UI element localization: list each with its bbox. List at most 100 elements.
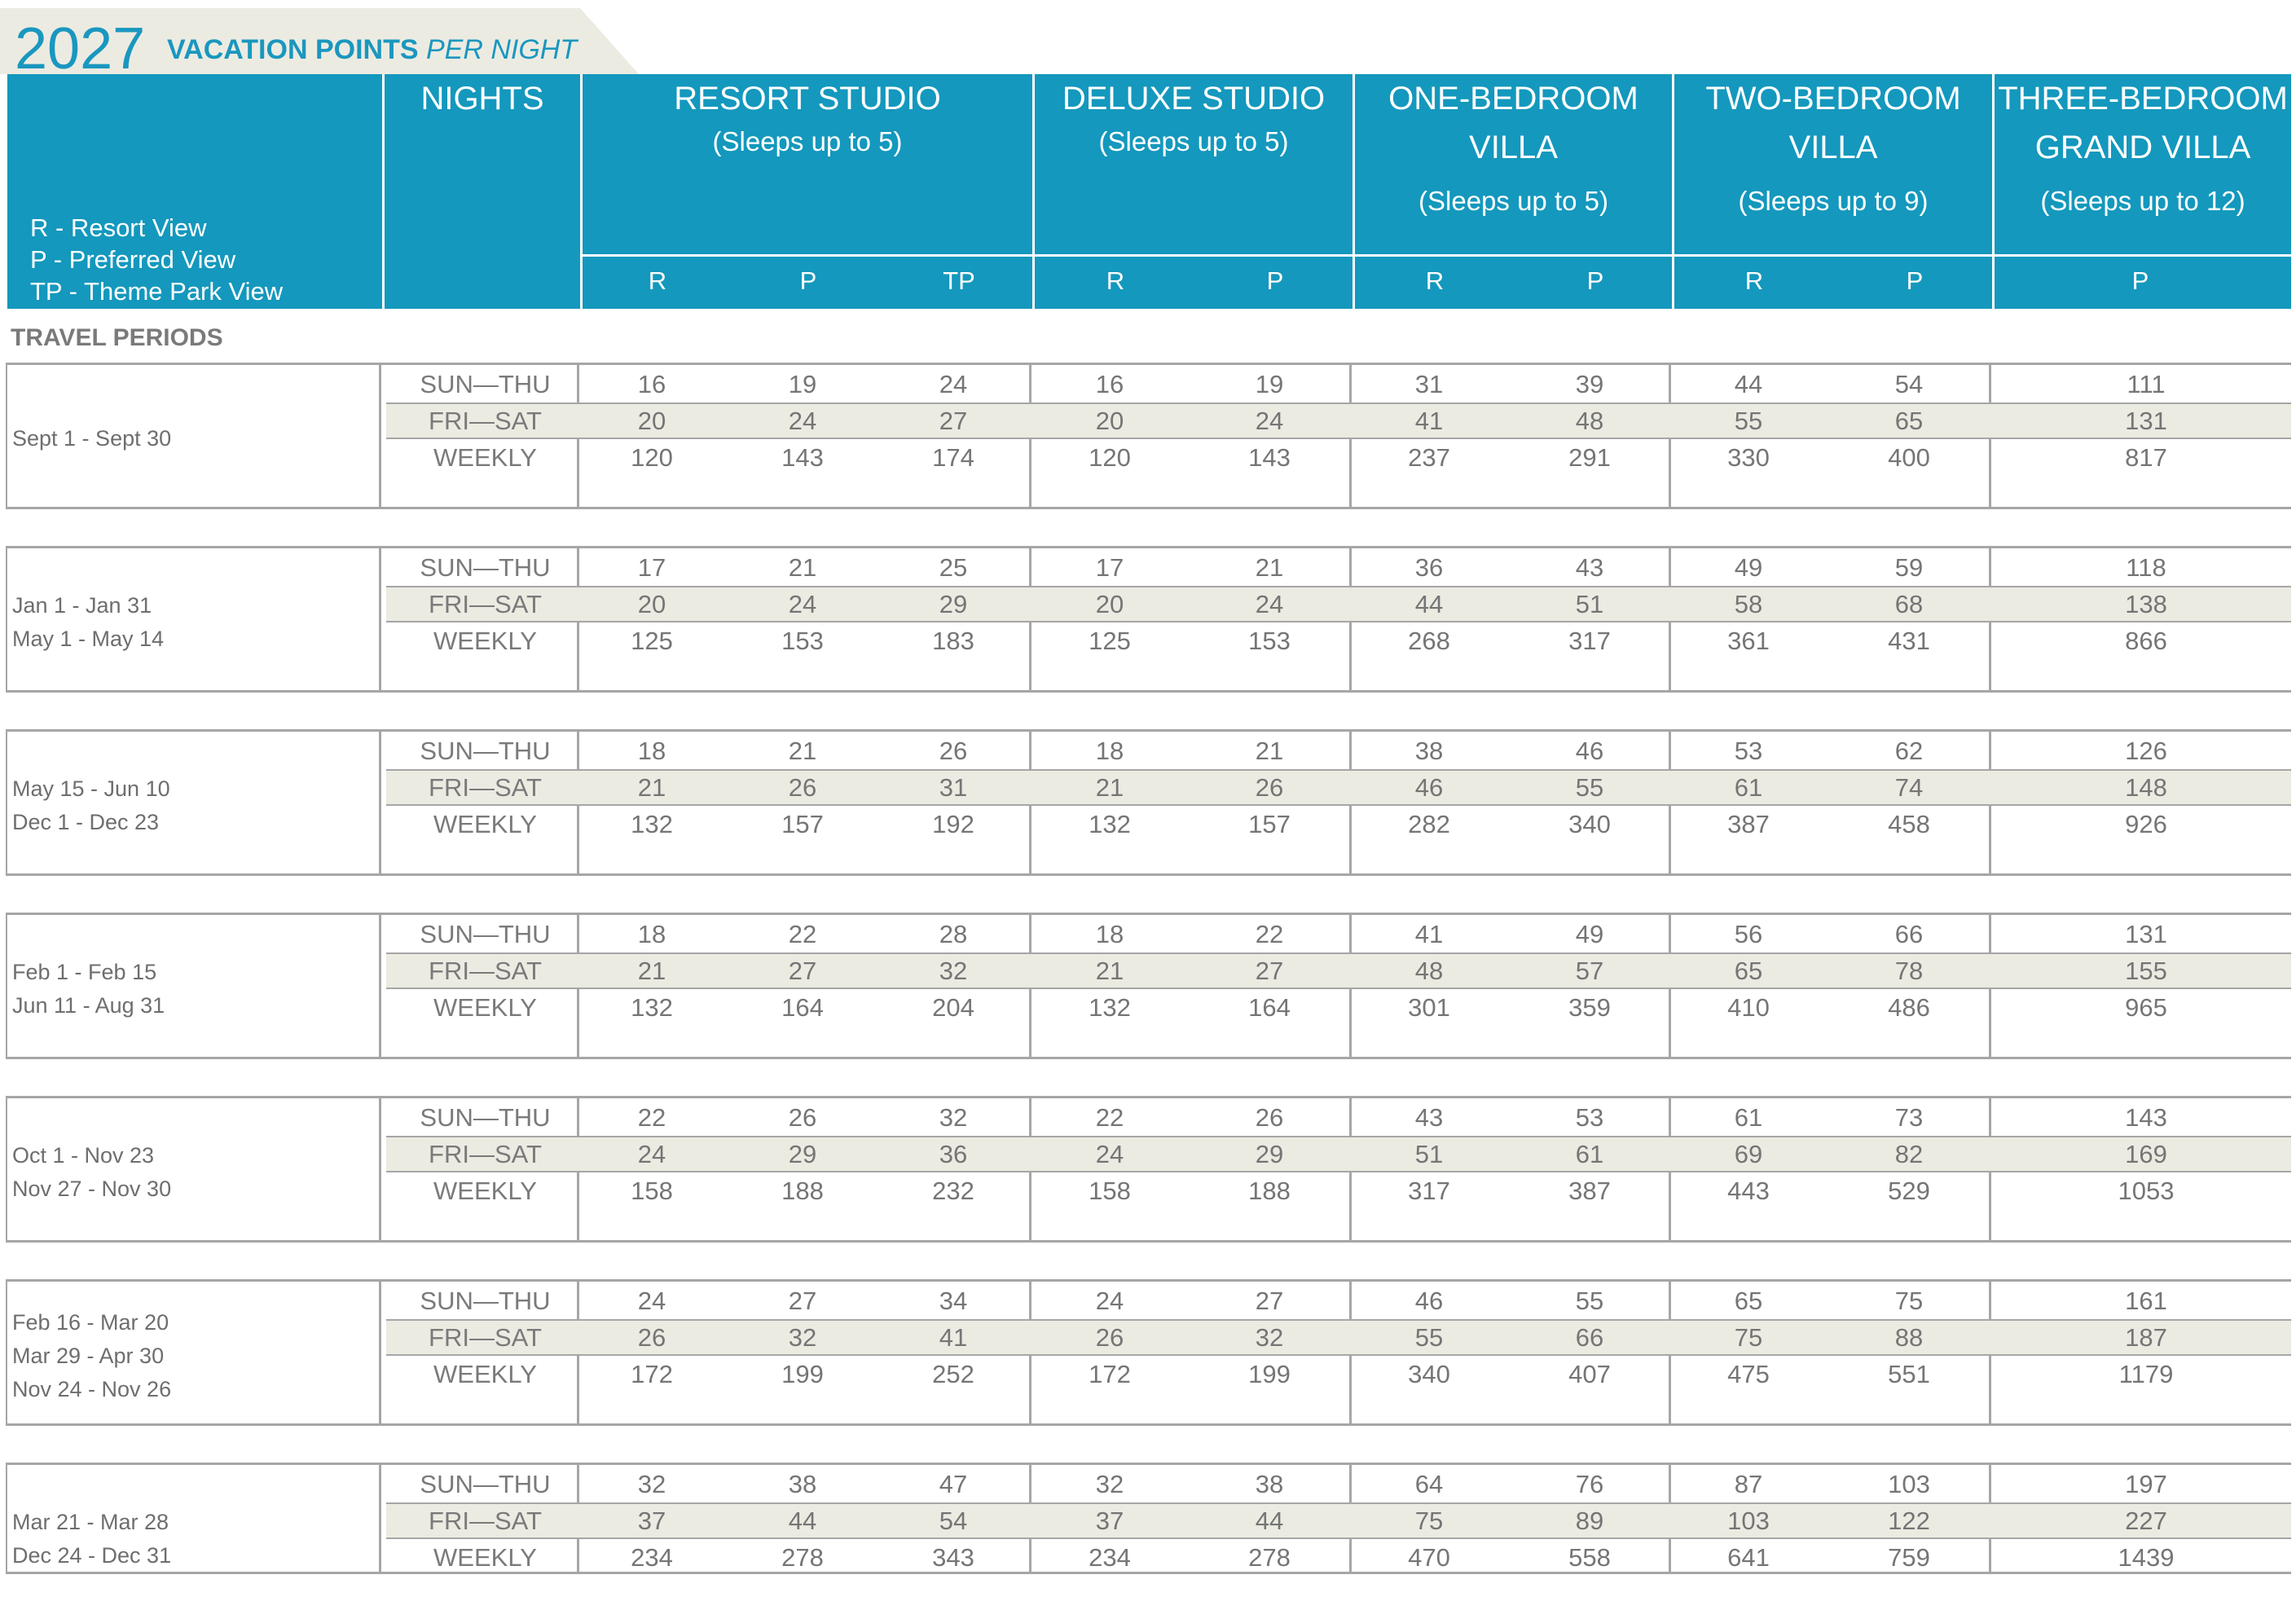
date-range: May 15 - Jun 10 — [12, 776, 170, 801]
points-cell: 199 — [781, 1360, 824, 1388]
points-cell: 56 — [1734, 920, 1763, 948]
points-cell: 204 — [932, 993, 974, 1022]
nights-label: WEEKLY — [433, 627, 537, 655]
points-cell: 89 — [1575, 1507, 1604, 1535]
table-row: WEEKLY 132 157 192 132 157 282 340 387 458 926 — [386, 806, 2291, 842]
nights-label: FRI—SAT — [429, 1507, 542, 1535]
nights-label: SUN—THU — [420, 1470, 551, 1498]
points-cell: 21 — [1255, 553, 1284, 582]
travel-periods-label: TRAVEL PERIODS — [11, 324, 223, 351]
points-cell: 234 — [631, 1543, 673, 1572]
points-cell: 22 — [1095, 1103, 1124, 1132]
points-cell: 21 — [1255, 737, 1284, 765]
travel-period-dates: Oct 1 - Nov 23 Nov 27 - Nov 30 — [12, 1139, 379, 1206]
points-cell: 866 — [2125, 627, 2167, 655]
points-cell: 103 — [1888, 1470, 1930, 1498]
points-cell: 64 — [1414, 1470, 1444, 1498]
points-cell: 153 — [781, 627, 824, 655]
points-cell: 55 — [1575, 1287, 1604, 1315]
points-cell: 486 — [1888, 993, 1930, 1022]
nights-label: WEEKLY — [433, 443, 537, 472]
points-cell: 126 — [2125, 737, 2167, 765]
points-cell: 387 — [1727, 810, 1770, 838]
points-cell: 53 — [1575, 1103, 1604, 1132]
table-row: WEEKLY 172 199 252 172 199 340 407 475 551 1179 — [386, 1356, 2291, 1392]
points-cell: 18 — [1095, 920, 1124, 948]
points-cell: 62 — [1894, 737, 1924, 765]
points-cell: 59 — [1894, 553, 1924, 582]
points-cell: 21 — [788, 553, 817, 582]
view-label: P — [1266, 266, 1284, 295]
nights-label: SUN—THU — [420, 370, 551, 398]
table-row: FRI—SAT 37 44 54 37 44 75 89 103 122 227 — [386, 1502, 2291, 1539]
points-cell: 132 — [631, 993, 673, 1022]
points-cell: 155 — [2125, 957, 2167, 985]
points-cell: 21 — [637, 957, 666, 985]
points-cell: 27 — [1255, 1287, 1284, 1315]
points-cell: 26 — [788, 1103, 817, 1132]
date-range: Oct 1 - Nov 23 — [12, 1143, 155, 1168]
date-range: Jun 11 - Aug 31 — [12, 993, 165, 1018]
points-cell: 400 — [1888, 443, 1930, 472]
header-one-bedroom-line1: ONE-BEDROOM — [1388, 81, 1638, 117]
points-cell: 148 — [2125, 773, 2167, 802]
points-cell: 120 — [1089, 443, 1131, 472]
points-cell: 22 — [637, 1103, 666, 1132]
points-cell: 361 — [1727, 627, 1770, 655]
points-cell: 24 — [788, 407, 817, 435]
header-resort-studio: RESORT STUDIO — [674, 81, 941, 117]
points-cell: 61 — [1734, 773, 1763, 802]
table-row: SUN—THU 22 26 32 22 26 43 53 61 73 143 — [386, 1099, 2291, 1136]
points-cell: 36 — [1414, 553, 1444, 582]
points-cell: 20 — [637, 590, 666, 618]
points-cell: 24 — [637, 1287, 666, 1315]
points-cell: 252 — [932, 1360, 974, 1388]
table-row: FRI—SAT 24 29 36 24 29 51 61 69 82 169 — [386, 1136, 2291, 1172]
points-cell: 227 — [2125, 1507, 2167, 1535]
points-cell: 343 — [932, 1543, 974, 1572]
points-cell: 317 — [1408, 1177, 1450, 1205]
points-cell: 132 — [631, 810, 673, 838]
points-cell: 143 — [781, 443, 824, 472]
points-cell: 36 — [939, 1140, 968, 1168]
date-range: Nov 27 - Nov 30 — [12, 1177, 172, 1201]
points-cell: 125 — [1089, 627, 1131, 655]
points-cell: 164 — [1248, 993, 1291, 1022]
date-range: Dec 1 - Dec 23 — [12, 810, 160, 834]
points-cell: 46 — [1414, 773, 1444, 802]
points-cell: 387 — [1568, 1177, 1611, 1205]
header-nights: NIGHTS — [420, 81, 544, 117]
header-three-bedroom-sleeps: (Sleeps up to 12) — [2040, 186, 2245, 216]
travel-period-dates: May 15 - Jun 10 Dec 1 - Dec 23 — [12, 772, 379, 839]
points-cell: 29 — [1255, 1140, 1284, 1168]
points-cell: 73 — [1894, 1103, 1924, 1132]
points-cell: 965 — [2125, 993, 2167, 1022]
points-cell: 38 — [788, 1470, 817, 1498]
points-cell: 38 — [1414, 737, 1444, 765]
points-cell: 49 — [1734, 553, 1763, 582]
header-resort-studio-sleeps: (Sleeps up to 5) — [712, 126, 903, 156]
nights-label: WEEKLY — [433, 993, 537, 1022]
points-cell: 21 — [637, 773, 666, 802]
points-cell: 16 — [637, 370, 666, 398]
header-one-bedroom-sleeps: (Sleeps up to 5) — [1419, 186, 1608, 216]
points-cell: 20 — [1095, 407, 1124, 435]
header-two-bedroom-line1: TWO-BEDROOM — [1705, 81, 1961, 117]
nights-label: SUN—THU — [420, 553, 551, 582]
points-cell: 55 — [1414, 1323, 1444, 1352]
points-cell: 88 — [1894, 1323, 1924, 1352]
view-label: P — [799, 266, 817, 295]
points-cell: 278 — [781, 1543, 824, 1572]
nights-label: FRI—SAT — [429, 1323, 542, 1352]
points-cell: 21 — [788, 737, 817, 765]
points-cell: 87 — [1734, 1470, 1763, 1498]
points-cell: 232 — [932, 1177, 974, 1205]
points-cell: 24 — [939, 370, 968, 398]
points-cell: 75 — [1894, 1287, 1924, 1315]
points-cell: 18 — [1095, 737, 1124, 765]
table-row: WEEKLY 234 278 343 234 278 470 558 641 759 1439 — [386, 1539, 2291, 1576]
points-cell: 199 — [1248, 1360, 1291, 1388]
view-label: R — [648, 266, 667, 295]
points-cell: 1439 — [2118, 1543, 2175, 1572]
points-cell: 192 — [932, 810, 974, 838]
